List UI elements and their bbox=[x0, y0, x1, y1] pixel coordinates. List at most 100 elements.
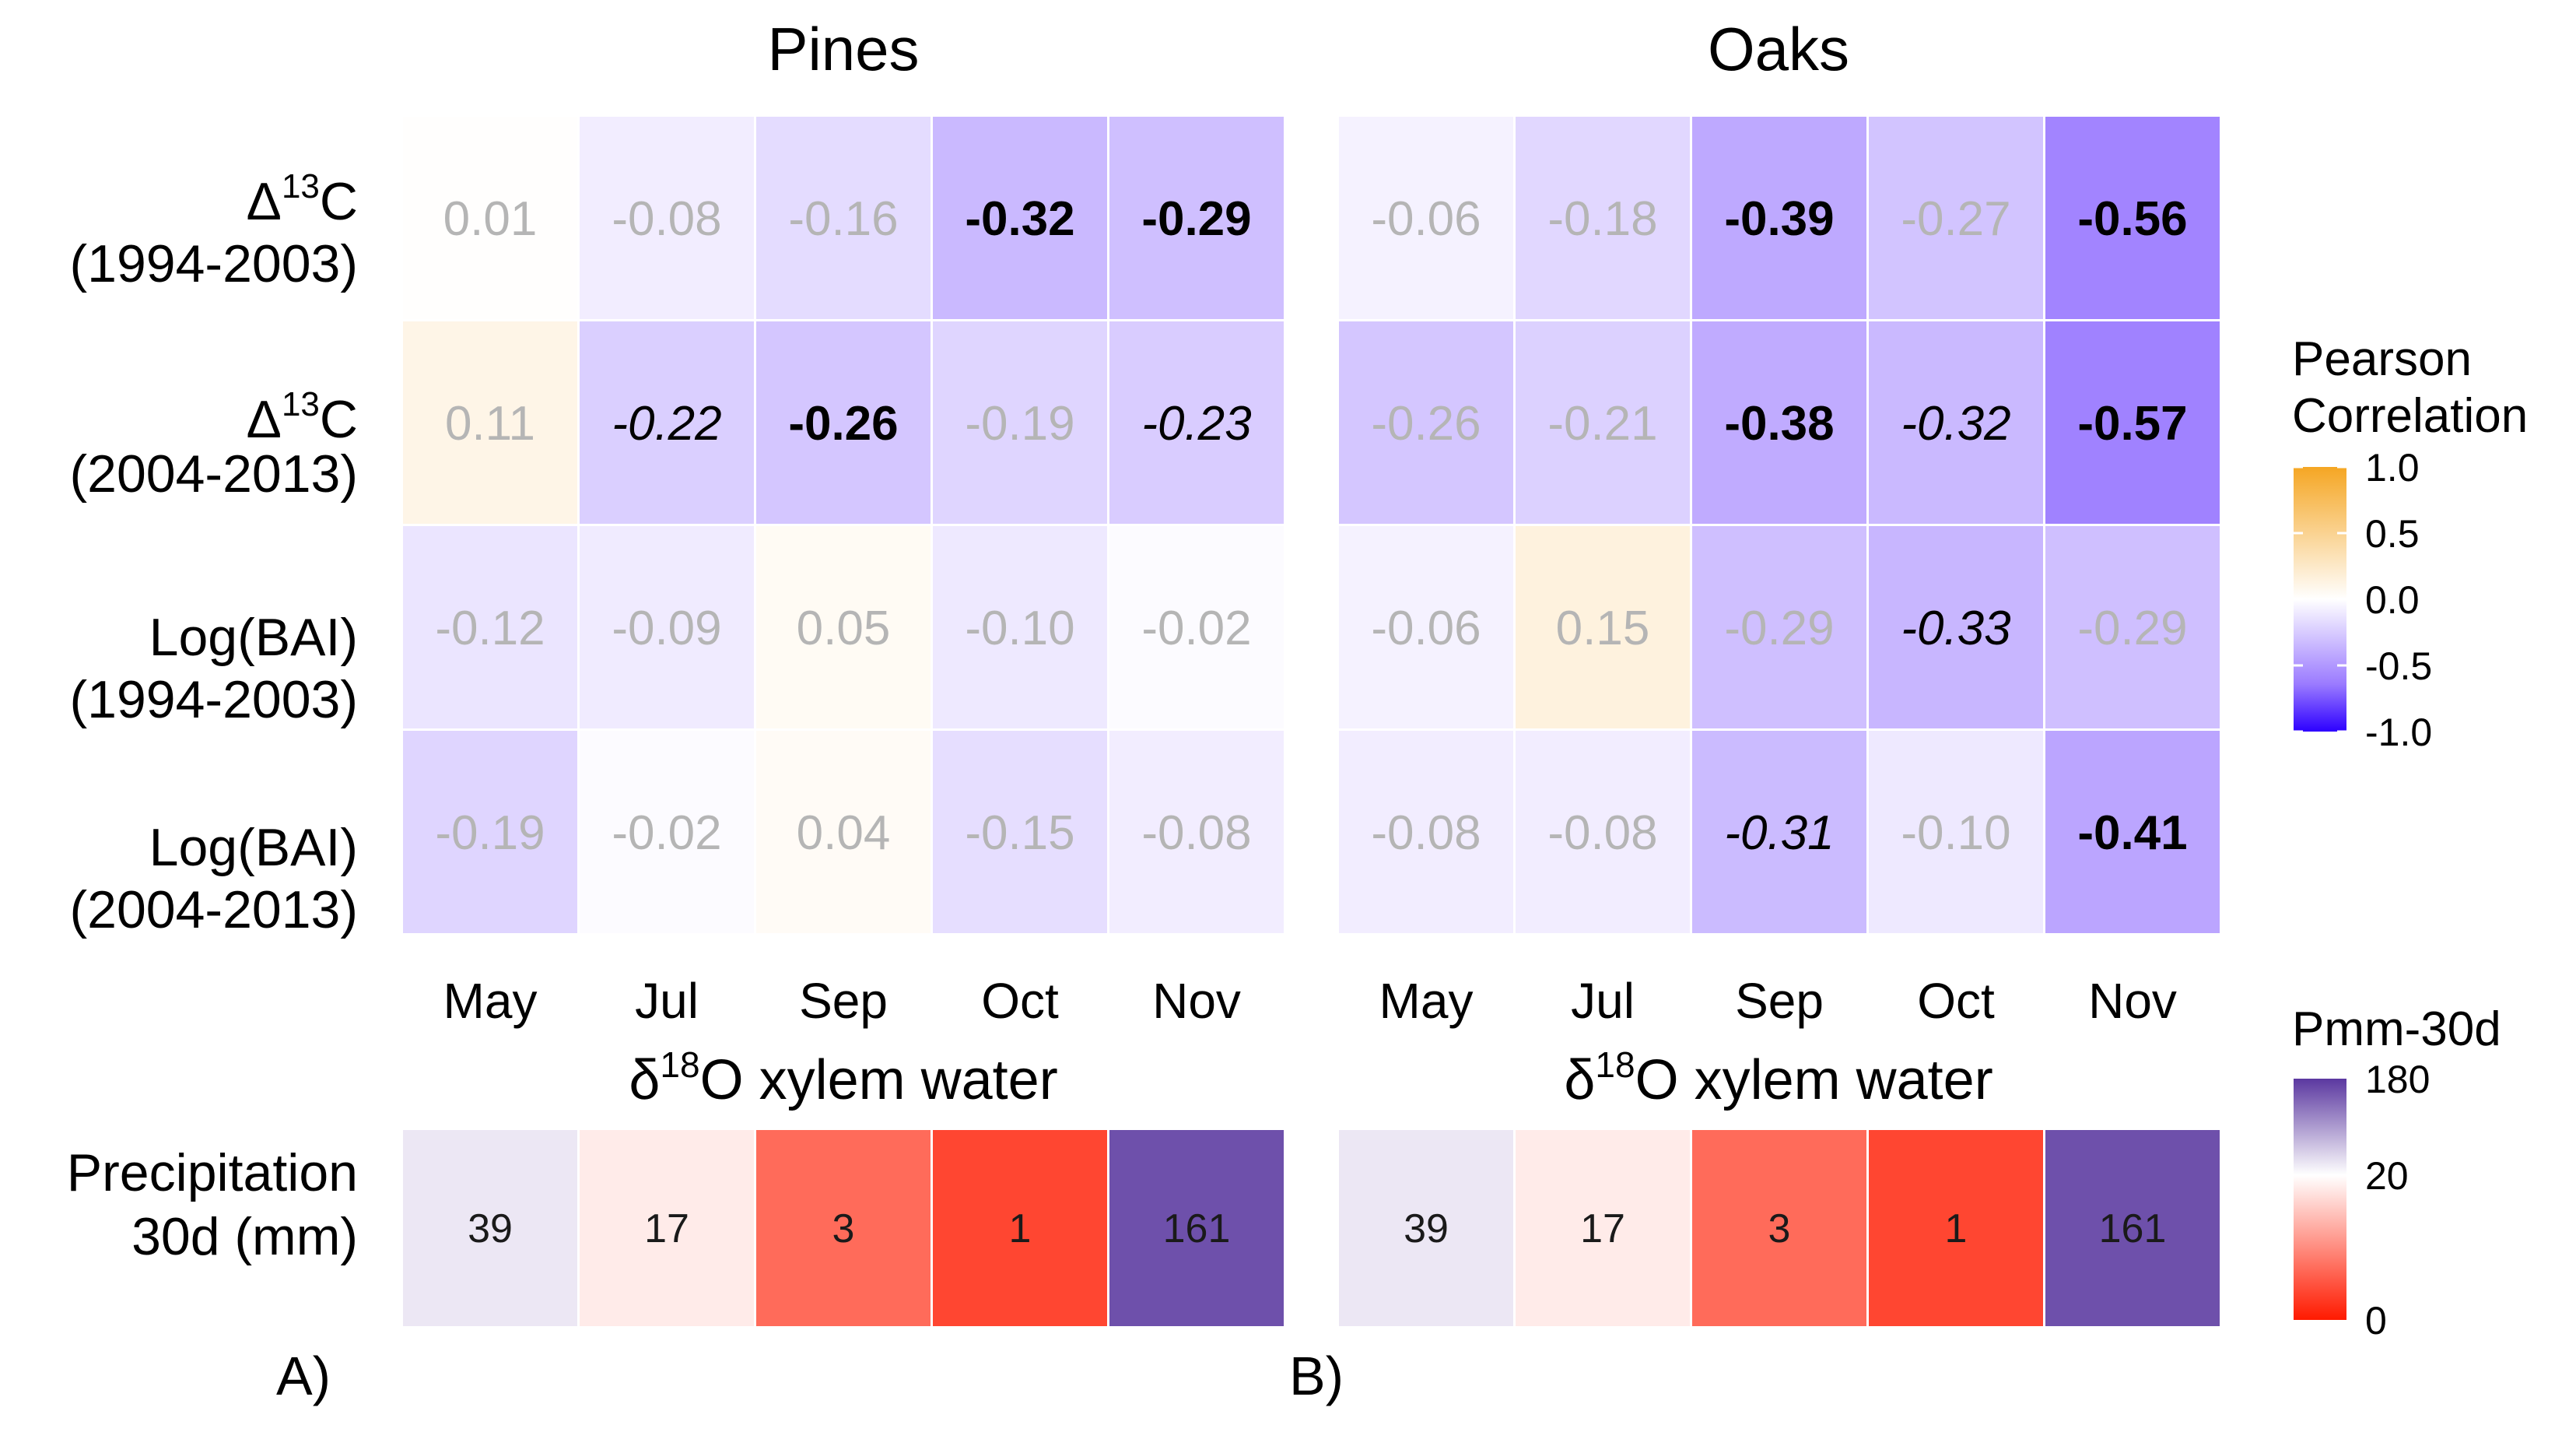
heat-value-pines-r3-nov: -0.02 bbox=[1141, 602, 1251, 655]
row-label-2-tail: C bbox=[320, 390, 358, 449]
row-label-3-period: (1994-2003) bbox=[70, 670, 358, 729]
legend-corr-tick-label-0: 1.0 bbox=[2365, 446, 2420, 490]
heat-cell-pines-r3-sep bbox=[756, 526, 931, 728]
heat-value-oaks-r3-sep: -0.29 bbox=[1724, 602, 1834, 655]
heat-value-pines-r3-oct: -0.10 bbox=[965, 602, 1074, 655]
row-label-1-sup: 13 bbox=[282, 167, 320, 205]
precip-strip-oaks: 39 17 3 1 161 bbox=[1339, 1130, 2220, 1326]
row-label-2-sup: 13 bbox=[282, 385, 320, 423]
heat-value-oaks-r4-oct: -0.10 bbox=[1901, 806, 2010, 860]
heat-value-oaks-r4-nov: -0.41 bbox=[2077, 806, 2187, 860]
heat-value-pines-r2-nov: -0.23 bbox=[1141, 397, 1251, 451]
precip-cell-pines-oct bbox=[933, 1130, 1107, 1326]
precip-value-oaks-may: 39 bbox=[1404, 1206, 1449, 1251]
row-label-3-main: Log(BAI) bbox=[149, 608, 358, 667]
precip-cell-oaks-jul bbox=[1516, 1130, 1690, 1326]
heat-value-pines-r3-jul: -0.09 bbox=[612, 602, 721, 655]
legend-precip: Pmm-30d 180 20 0 bbox=[2292, 1002, 2501, 1342]
heat-cell-pines-r1-jul bbox=[580, 117, 754, 319]
legend-corr-title-2: Correlation bbox=[2292, 389, 2528, 443]
heat-cell-oaks-r4-nov bbox=[2045, 731, 2220, 933]
heat-cell-pines-r1-sep bbox=[756, 117, 931, 319]
heat-cell-pines-r4-nov bbox=[1109, 731, 1284, 933]
heat-value-oaks-r4-jul: -0.08 bbox=[1547, 806, 1657, 860]
heat-cell-pines-r4-oct bbox=[933, 731, 1107, 933]
row-label-2-period: (2004-2013) bbox=[70, 444, 358, 504]
precip-cell-oaks-sep bbox=[1692, 1130, 1866, 1326]
x-tick-oaks-oct: Oct bbox=[1917, 973, 1995, 1029]
heat-cell-oaks-r4-sep bbox=[1692, 731, 1866, 933]
heat-cell-pines-r1-oct bbox=[933, 117, 1107, 319]
heat-cell-oaks-r2-nov bbox=[2045, 321, 2220, 524]
panel-label-b: B) bbox=[1289, 1346, 1344, 1406]
row-label-3: Log(BAI) (1994-2003) bbox=[70, 608, 358, 729]
precip-cell-oaks-nov bbox=[2045, 1130, 2220, 1326]
x-tick-oaks-jul: Jul bbox=[1571, 973, 1635, 1029]
heat-value-pines-r4-oct: -0.15 bbox=[965, 806, 1074, 860]
legend-corr-tick-label-3: -0.5 bbox=[2365, 644, 2432, 688]
heat-value-oaks-r4-may: -0.08 bbox=[1371, 806, 1481, 860]
heat-cell-pines-r2-may bbox=[403, 321, 577, 524]
heat-cell-pines-r2-jul bbox=[580, 321, 754, 524]
panel-title-pines: Pines bbox=[767, 15, 919, 83]
heat-cell-oaks-r2-sep bbox=[1692, 321, 1866, 524]
heat-cell-oaks-r2-oct bbox=[1869, 321, 2043, 524]
row-label-4-period: (2004-2013) bbox=[70, 880, 358, 939]
xlabel-oaks: δ18O xylem water bbox=[1564, 1044, 1992, 1111]
heat-cell-oaks-r4-jul bbox=[1516, 731, 1690, 933]
heat-value-pines-r1-oct: -0.32 bbox=[965, 192, 1074, 246]
heat-cell-pines-r4-sep bbox=[756, 731, 931, 933]
heat-value-oaks-r2-oct: -0.32 bbox=[1901, 397, 2010, 451]
heat-value-oaks-r1-jul: -0.18 bbox=[1547, 192, 1657, 246]
heat-value-pines-r1-jul: -0.08 bbox=[612, 192, 721, 246]
legend-correlation: Pearson Correlation 1.0 0.5 0.0 -0.5 -1.0 bbox=[2292, 332, 2528, 754]
row-label-4: Log(BAI) (2004-2013) bbox=[70, 818, 358, 939]
heat-cell-pines-r4-jul bbox=[580, 731, 754, 933]
precip-strip-pines: 39 17 3 1 161 bbox=[403, 1130, 1284, 1326]
heat-cell-pines-r3-jul bbox=[580, 526, 754, 728]
precip-value-pines-jul: 17 bbox=[644, 1206, 689, 1251]
precip-label-line2: 30d (mm) bbox=[131, 1207, 358, 1266]
row-label-1-period: (1994-2003) bbox=[70, 234, 358, 293]
legend-precip-ticks: 180 20 0 bbox=[2365, 1058, 2430, 1342]
heat-value-pines-r2-may: 0.11 bbox=[445, 397, 535, 451]
heat-cell-pines-r4-may bbox=[403, 731, 577, 933]
heat-value-oaks-r2-sep: -0.38 bbox=[1724, 397, 1834, 451]
heat-cell-oaks-r1-may bbox=[1339, 117, 1513, 319]
heat-cell-oaks-r3-nov bbox=[2045, 526, 2220, 728]
heat-value-oaks-r2-jul: -0.21 bbox=[1547, 397, 1657, 451]
heat-value-pines-r2-jul: -0.22 bbox=[612, 397, 721, 451]
heatmap-pines: 0.01 -0.08 -0.16 -0.32 -0.29 0.11 -0.22 -0.26 -0… bbox=[403, 117, 1284, 933]
x-tick-pines-oct: Oct bbox=[981, 973, 1059, 1029]
heat-cell-oaks-r4-may bbox=[1339, 731, 1513, 933]
heat-cell-oaks-r1-jul bbox=[1516, 117, 1690, 319]
x-tick-pines-nov: Nov bbox=[1152, 973, 1241, 1029]
heat-cell-pines-r1-nov bbox=[1109, 117, 1284, 319]
precip-value-oaks-oct: 1 bbox=[1945, 1206, 1968, 1251]
row-label-1-main: Δ bbox=[247, 172, 282, 231]
heat-value-pines-r4-may: -0.19 bbox=[435, 806, 545, 860]
heat-cell-pines-r3-may bbox=[403, 526, 577, 728]
heat-cell-oaks-r3-oct bbox=[1869, 526, 2043, 728]
heat-cell-pines-r2-sep bbox=[756, 321, 931, 524]
row-label-1-tail: C bbox=[320, 172, 358, 231]
heat-value-pines-r4-sep: 0.04 bbox=[797, 806, 891, 860]
heat-value-pines-r3-may: -0.12 bbox=[435, 602, 545, 655]
legend-precip-title: Pmm-30d bbox=[2292, 1002, 2501, 1056]
legend-corr-tick-label-2: 0.0 bbox=[2365, 578, 2420, 622]
precip-value-pines-may: 39 bbox=[468, 1206, 513, 1251]
legend-precip-colorbar bbox=[2294, 1079, 2346, 1320]
panel-title-oaks: Oaks bbox=[1708, 15, 1849, 83]
heat-cell-oaks-r1-sep bbox=[1692, 117, 1866, 319]
precip-label-line1: Precipitation bbox=[67, 1143, 358, 1202]
precip-value-oaks-nov: 161 bbox=[2099, 1206, 2167, 1251]
heat-cell-pines-r2-oct bbox=[933, 321, 1107, 524]
legend-corr-tick-label-4: -1.0 bbox=[2365, 711, 2432, 754]
x-tick-pines-jul: Jul bbox=[635, 973, 699, 1029]
heat-cell-pines-r3-oct bbox=[933, 526, 1107, 728]
x-ticks-pines: May Jul Sep Oct Nov bbox=[443, 973, 1241, 1029]
heat-value-oaks-r4-sep: -0.31 bbox=[1724, 806, 1834, 860]
legend-precip-tick-label-2: 0 bbox=[2365, 1299, 2387, 1342]
x-tick-oaks-sep: Sep bbox=[1735, 973, 1824, 1029]
heat-value-pines-r4-jul: -0.02 bbox=[612, 806, 721, 860]
